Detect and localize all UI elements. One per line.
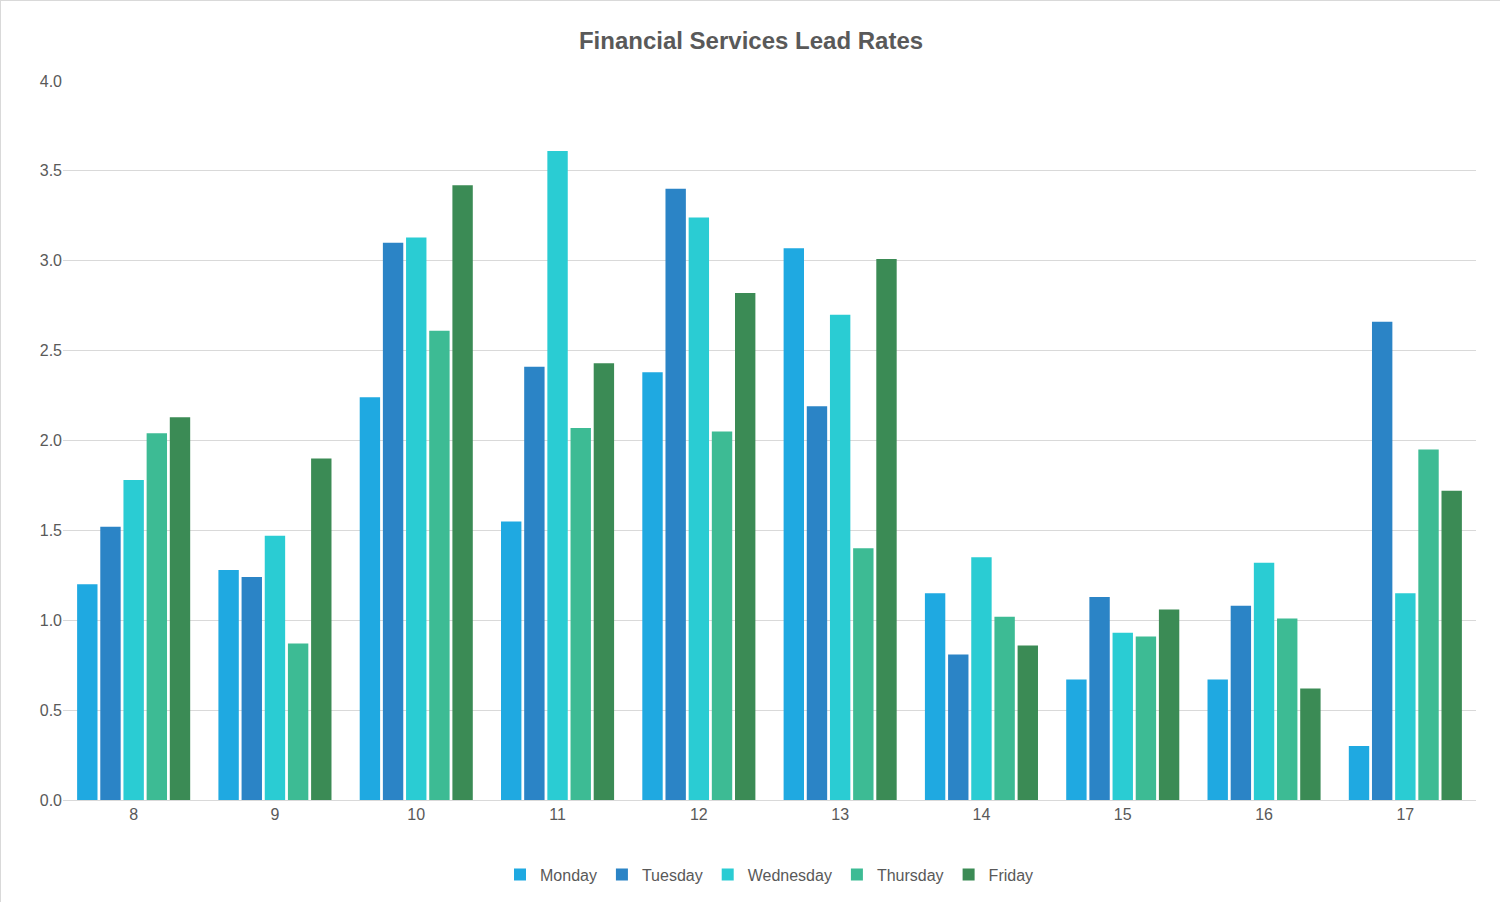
svg-text:17: 17 <box>1396 806 1414 823</box>
svg-text:Friday: Friday <box>989 867 1033 884</box>
svg-text:3.0: 3.0 <box>40 252 62 269</box>
svg-text:13: 13 <box>831 806 849 823</box>
svg-text:Financial Services Lead Rates: Financial Services Lead Rates <box>579 27 923 54</box>
svg-text:Wednesday: Wednesday <box>748 867 832 884</box>
svg-text:15: 15 <box>1114 806 1132 823</box>
svg-text:1.5: 1.5 <box>40 522 62 539</box>
svg-text:2.0: 2.0 <box>40 432 62 449</box>
svg-text:12: 12 <box>690 806 708 823</box>
svg-text:16: 16 <box>1255 806 1273 823</box>
svg-text:0.5: 0.5 <box>40 702 62 719</box>
svg-text:1.0: 1.0 <box>40 612 62 629</box>
svg-text:11: 11 <box>549 806 566 823</box>
svg-text:Thursday: Thursday <box>877 867 944 884</box>
svg-text:14: 14 <box>973 806 991 823</box>
svg-text:0.0: 0.0 <box>40 792 62 809</box>
svg-text:2.5: 2.5 <box>40 342 62 359</box>
svg-text:9: 9 <box>270 806 279 823</box>
svg-text:8: 8 <box>129 806 138 823</box>
svg-text:3.5: 3.5 <box>40 162 62 179</box>
svg-text:Tuesday: Tuesday <box>642 867 703 884</box>
svg-text:Monday: Monday <box>540 867 597 884</box>
svg-text:4.0: 4.0 <box>40 73 62 90</box>
svg-text:10: 10 <box>407 806 425 823</box>
